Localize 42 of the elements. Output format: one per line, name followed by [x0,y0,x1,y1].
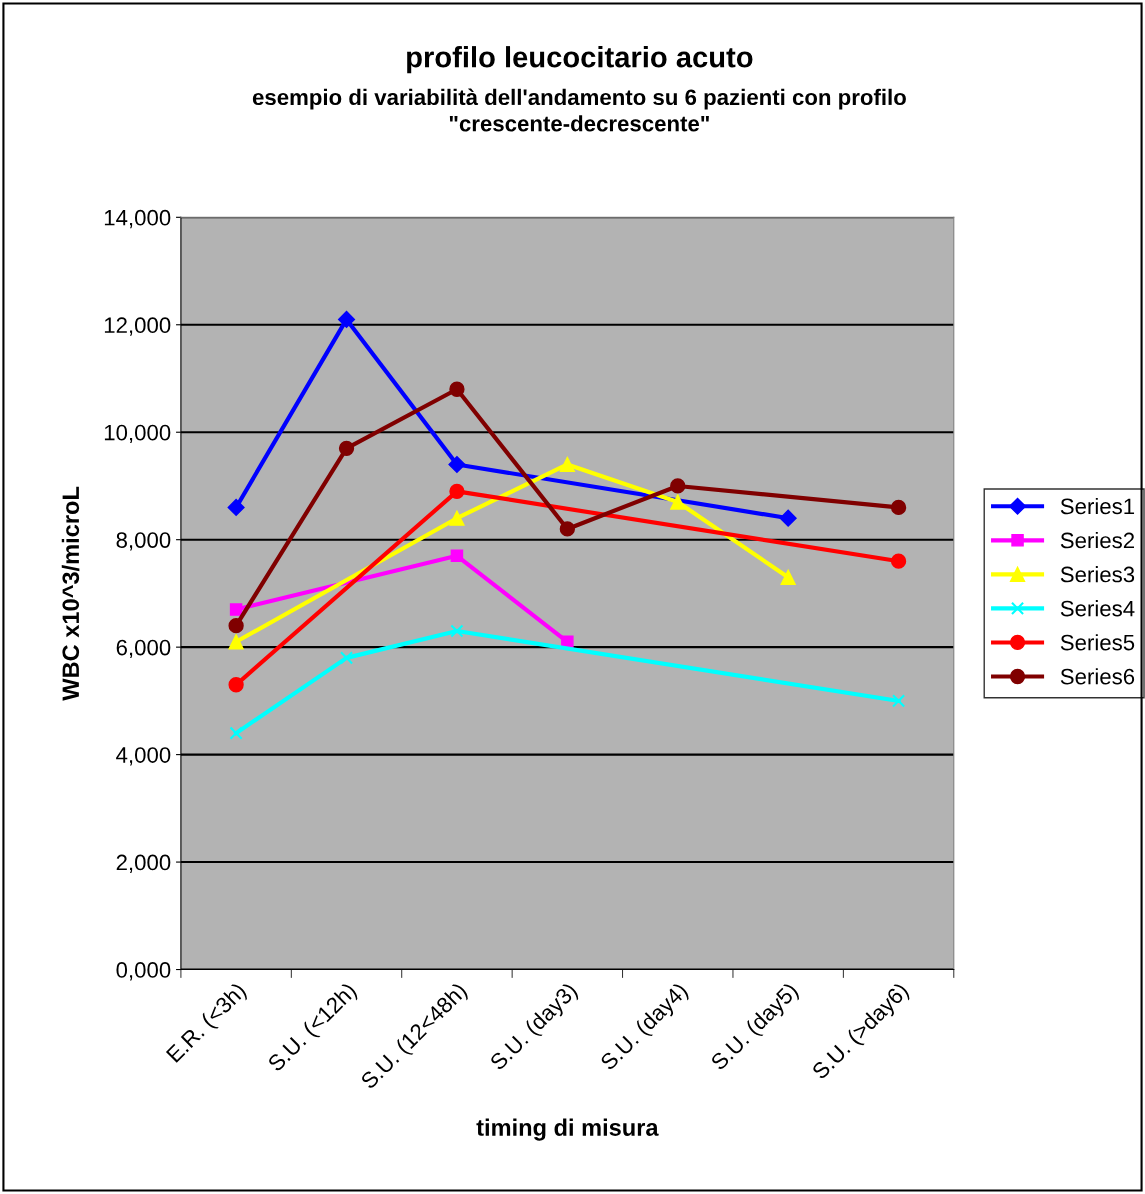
point [228,618,244,634]
y-tick-label: 8,000 [116,532,171,551]
legend-label: Series2 [1060,531,1134,549]
point [337,310,356,328]
y-tick-label: 14,000 [104,209,171,229]
legend-label: Series1 [1060,497,1135,515]
y-tick-label: 0,000 [116,962,171,981]
point [449,381,465,397]
point [228,634,244,650]
point [229,726,243,740]
y-axis-title: WBC x10^3/microL [61,486,80,701]
point [890,499,907,516]
point [228,677,244,693]
point [559,456,575,473]
point [338,440,355,456]
point [779,509,797,527]
chart-subtitle: esempio di variabilità dell'andamento su 6 pazienti con profilo "crescente-decrescente" [252,88,906,132]
y-tick-label: 10,000 [104,424,171,444]
legend-label: Series6 [1060,668,1135,685]
point [449,510,465,526]
point [450,549,464,563]
y-tick-label: 2,000 [116,854,171,873]
point [890,553,907,569]
legend-label: Series5 [1060,634,1135,651]
point [229,603,243,616]
point [670,494,686,510]
chart-title: profilo leucocitario acuto [407,46,753,74]
point [559,521,575,537]
legend-label: Series4 [1060,600,1135,617]
y-tick-label: 12,000 [104,317,171,336]
point [780,569,796,585]
y-tick-label: 6,000 [116,639,171,659]
point [891,694,906,708]
y-tick-label: 4,000 [116,747,171,766]
legend-label: Series3 [1060,566,1135,583]
x-axis-title: timing di misura [476,1118,659,1141]
point [670,478,686,494]
point [449,483,465,499]
point [450,624,464,638]
point [227,498,245,517]
point [448,455,466,474]
point [339,651,354,665]
